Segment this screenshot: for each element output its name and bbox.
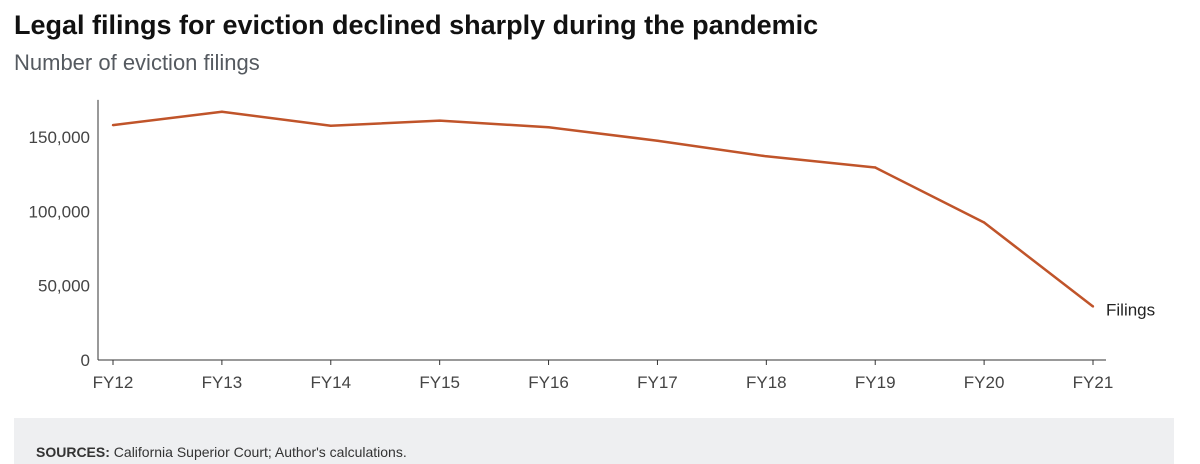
x-tick-label: FY14 bbox=[310, 373, 351, 392]
y-tick-label: 150,000 bbox=[29, 128, 90, 147]
x-tick-label: FY12 bbox=[93, 373, 134, 392]
x-tick-label: FY20 bbox=[964, 373, 1005, 392]
x-axis: FY12 FY13 FY14 FY15 FY16 FY17 FY18 FY19 FY20 FY21 bbox=[93, 359, 1114, 392]
x-tick-label: FY13 bbox=[202, 373, 243, 392]
data-point bbox=[1091, 305, 1095, 308]
y-tick-label: 0 bbox=[81, 351, 90, 370]
y-tick-label: 100,000 bbox=[29, 202, 90, 221]
data-point bbox=[656, 139, 659, 142]
series-label-filings: Filings bbox=[1106, 300, 1155, 319]
x-tick-label: FY17 bbox=[637, 373, 678, 392]
data-point bbox=[765, 155, 768, 158]
data-point bbox=[547, 126, 550, 129]
series-line-filings bbox=[112, 110, 1094, 308]
data-point bbox=[438, 119, 441, 122]
data-point bbox=[220, 110, 224, 113]
y-axis: 0 50,000 100,000 150,000 bbox=[29, 99, 99, 370]
chart-subtitle: Number of eviction filings bbox=[14, 50, 260, 75]
sources-label: SOURCES: bbox=[36, 444, 110, 460]
y-tick-label: 50,000 bbox=[38, 277, 90, 296]
x-tick-label: FY19 bbox=[855, 373, 896, 392]
data-point bbox=[329, 124, 332, 128]
x-tick-label: FY15 bbox=[419, 373, 460, 392]
data-point bbox=[982, 221, 986, 224]
data-point bbox=[874, 166, 877, 169]
series-layer: Filings bbox=[111, 110, 1155, 319]
chart-title: Legal filings for eviction declined shar… bbox=[14, 10, 819, 40]
x-tick-label: FY16 bbox=[528, 373, 569, 392]
data-point bbox=[111, 123, 115, 127]
x-tick-label: FY18 bbox=[746, 373, 787, 392]
sources-text: California Superior Court; Author's calc… bbox=[109, 444, 407, 460]
sources-footer: SOURCES: California Superior Court; Auth… bbox=[14, 418, 1174, 464]
x-tick-label: FY21 bbox=[1073, 373, 1114, 392]
